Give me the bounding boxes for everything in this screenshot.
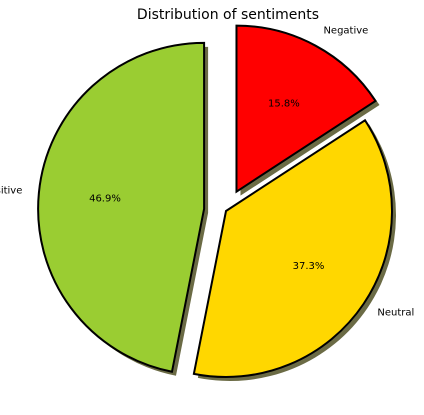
slice-percent-label-negative: 15.8% — [268, 99, 300, 110]
slice-negative — [235, 24, 377, 194]
slice-label-negative: Negative — [323, 26, 368, 37]
slice-positive — [37, 41, 206, 373]
slice-percent-label-neutral: 37.3% — [293, 261, 325, 272]
slice-label-positive: Positive — [0, 186, 22, 197]
chart-title: Distribution of sentiments — [137, 7, 319, 23]
slice-neutral — [192, 118, 393, 378]
slice-label-neutral: Neutral — [377, 308, 414, 319]
slices — [37, 24, 393, 378]
slice-labels: 15.8% Negative 37.3% Neutral 46.9% Positive — [0, 26, 414, 319]
slice-percent-label-positive: 46.9% — [89, 194, 121, 205]
